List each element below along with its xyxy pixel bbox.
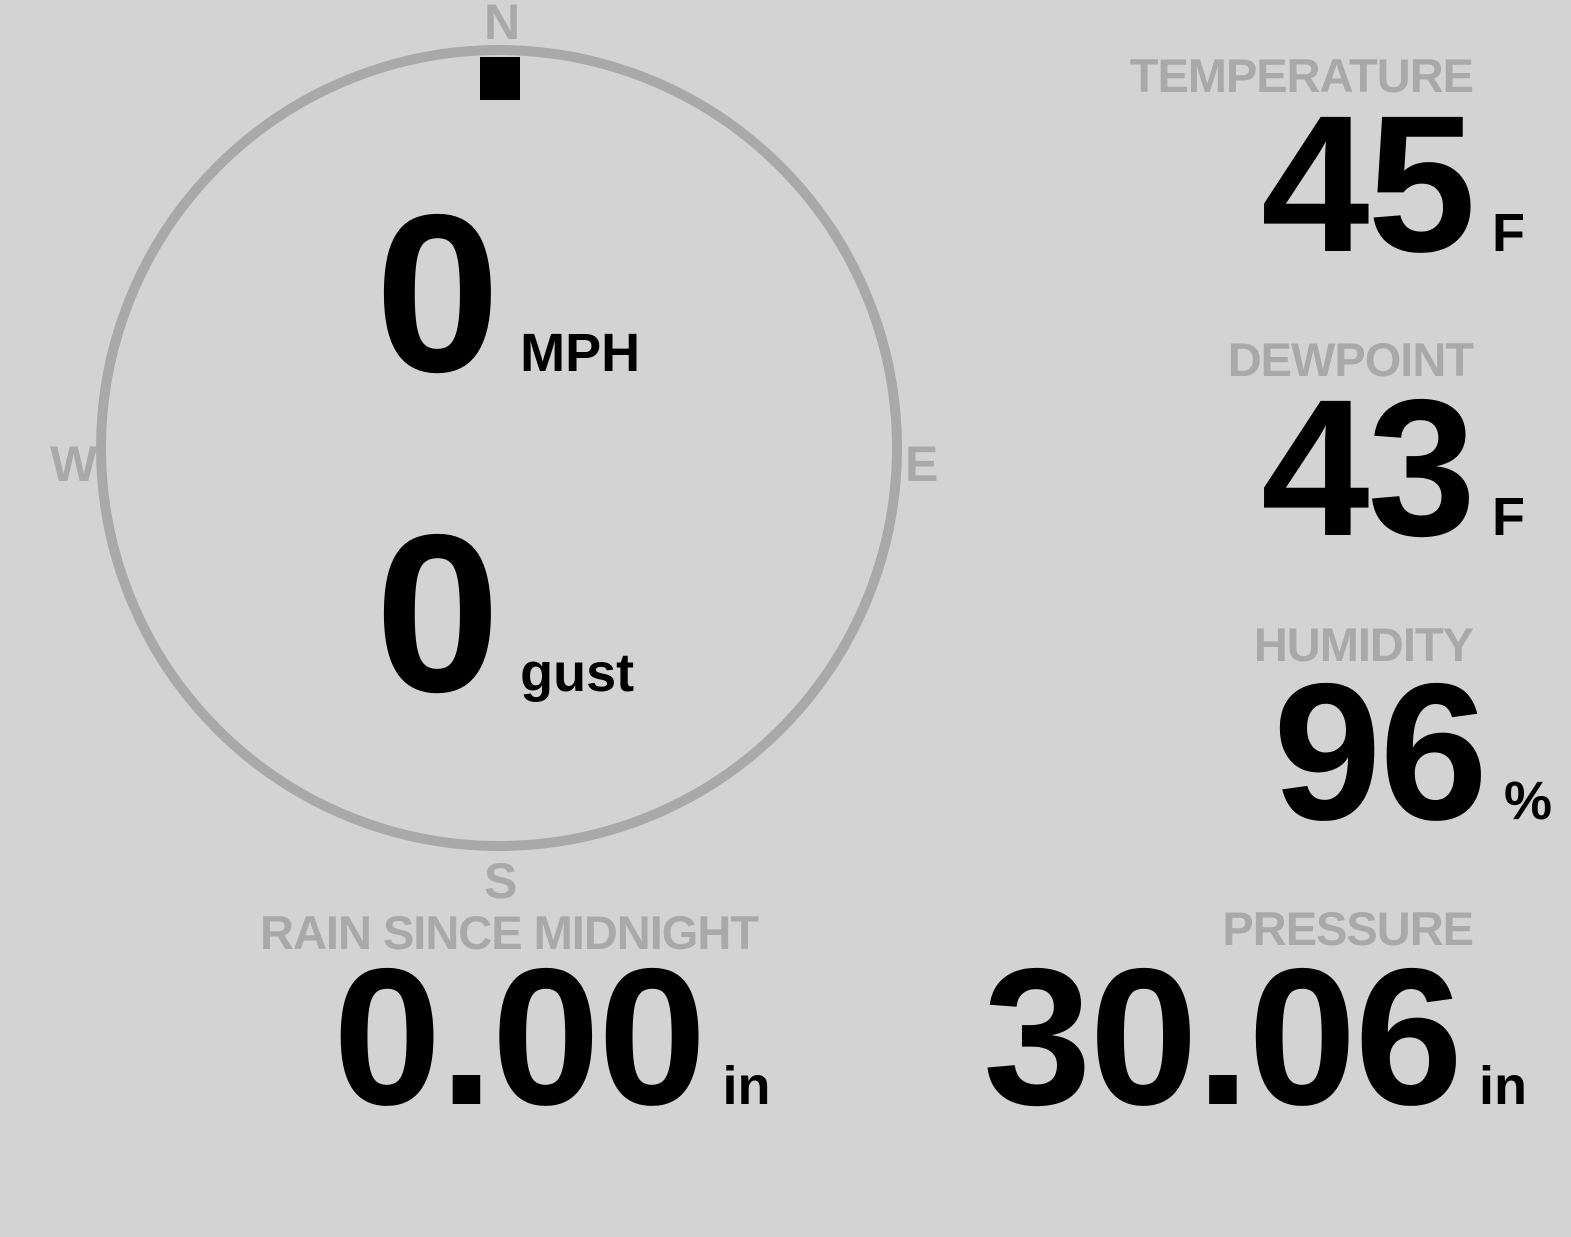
- rain-value: 0.00: [333, 928, 707, 1146]
- compass-west: W: [50, 436, 98, 492]
- temperature-value: 45: [1261, 75, 1476, 293]
- wind-direction-indicator: [480, 57, 520, 100]
- compass-north: N: [484, 0, 521, 50]
- humidity-value: 96: [1273, 643, 1488, 861]
- dewpoint-unit: F: [1492, 487, 1525, 547]
- pressure-label: PRESSURE: [1222, 902, 1474, 955]
- wind-gust-label: gust: [520, 643, 635, 703]
- dewpoint-reading: 43 F: [1261, 371, 1525, 566]
- compass-ring: [96, 45, 902, 851]
- wind-gust: 0 gust: [375, 501, 634, 726]
- pressure-value: 30.06: [983, 928, 1463, 1146]
- pressure-unit: in: [1479, 1056, 1527, 1116]
- temperature-unit: F: [1492, 203, 1525, 263]
- humidity-unit: %: [1503, 771, 1552, 831]
- humidity-reading: 96 %: [1273, 655, 1552, 850]
- compass-south: S: [484, 853, 518, 909]
- rain-label: RAIN SINCE MIDNIGHT: [260, 906, 759, 959]
- dewpoint-value: 43: [1261, 359, 1476, 577]
- compass-east: E: [905, 436, 939, 492]
- wind-speed-value: 0: [375, 167, 501, 419]
- wind-speed: 0 MPH: [375, 181, 640, 406]
- pressure-reading: 30.06 in: [983, 940, 1527, 1135]
- dewpoint-label: DEWPOINT: [1227, 333, 1474, 386]
- temperature-reading: 45 F: [1261, 87, 1525, 282]
- wind-gust-value: 0: [375, 487, 501, 739]
- rain-reading: 0.00 in: [333, 940, 771, 1135]
- temperature-label: TEMPERATURE: [1129, 49, 1474, 102]
- wind-speed-unit: MPH: [520, 323, 641, 383]
- rain-unit: in: [722, 1056, 771, 1116]
- humidity-label: HUMIDITY: [1253, 618, 1474, 671]
